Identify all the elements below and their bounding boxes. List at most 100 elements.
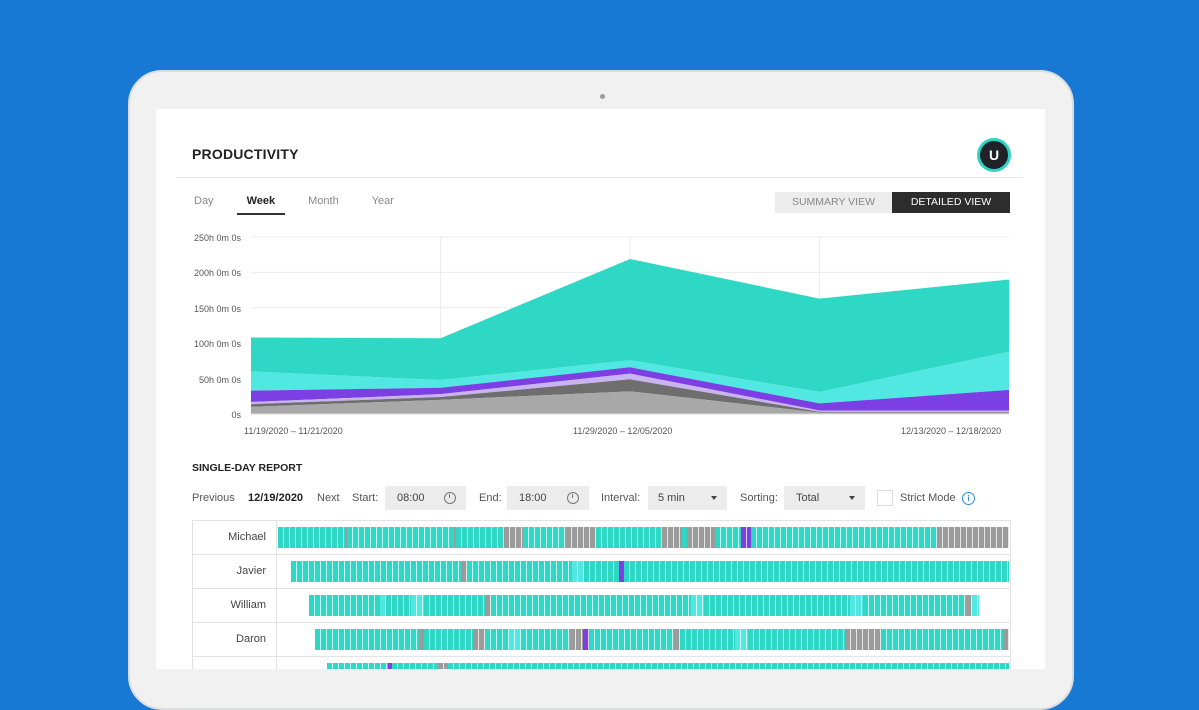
productivity-area-chart (251, 236, 1009, 415)
x-tick-label: 11/19/2020 – 11/21/2020 (244, 426, 343, 436)
activity-segment[interactable] (278, 527, 345, 548)
y-tick-label: 50h 0m 0s (198, 375, 241, 385)
employee-name: Michael (193, 521, 277, 554)
activity-segment[interactable] (461, 561, 467, 582)
activity-segment[interactable] (419, 629, 424, 650)
y-tick-label: 100h 0m 0s (193, 339, 241, 349)
table-row[interactable] (193, 657, 1010, 669)
table-row[interactable]: Michael (193, 521, 1010, 555)
detailed-view-button[interactable]: DETAILED VIEW (892, 192, 1010, 213)
summary-view-button[interactable]: SUMMARY VIEW (775, 192, 892, 213)
activity-segment[interactable] (850, 595, 863, 616)
activity-segment[interactable] (291, 561, 461, 582)
start-label: Start: (352, 492, 379, 504)
period-tabs: Day Week Month Year (194, 195, 427, 215)
activity-segment[interactable] (572, 561, 584, 582)
sorting-value: Total (796, 492, 820, 504)
activity-segment[interactable] (566, 527, 596, 548)
activity-segment[interactable] (411, 595, 424, 616)
start-time-value: 08:00 (397, 492, 425, 504)
next-button[interactable]: Next (317, 492, 340, 504)
activity-segment[interactable] (504, 527, 523, 548)
strict-mode-checkbox[interactable] (877, 486, 893, 510)
tab-day[interactable]: Day (194, 195, 214, 207)
activity-segment[interactable] (347, 527, 454, 548)
y-tick-label: 150h 0m 0s (193, 304, 241, 314)
interval-label: Interval: (601, 492, 641, 504)
activity-segment[interactable] (380, 595, 386, 616)
table-row[interactable]: William (193, 589, 1010, 623)
activity-segment[interactable] (937, 527, 1009, 548)
activity-segment[interactable] (491, 595, 691, 616)
interval-select[interactable]: 5 min (648, 486, 727, 510)
employee-name: Daron (193, 623, 277, 656)
chevron-down-icon (849, 496, 855, 500)
table-row[interactable]: Daron (193, 623, 1010, 657)
activity-segment[interactable] (309, 595, 380, 616)
activity-segment[interactable] (485, 595, 491, 616)
activity-segment[interactable] (748, 629, 845, 650)
activity-segment[interactable] (619, 561, 624, 582)
start-time-field[interactable]: 08:00 (385, 486, 466, 510)
activity-segment[interactable] (467, 561, 572, 582)
activity-segment[interactable] (583, 629, 589, 650)
user-avatar[interactable]: U (977, 138, 1011, 172)
tab-year[interactable]: Year (371, 195, 394, 207)
activity-segment[interactable] (523, 527, 566, 548)
report-date: 12/19/2020 (248, 492, 304, 504)
activity-segment[interactable] (704, 595, 850, 616)
activity-segment[interactable] (589, 629, 674, 650)
activity-segment[interactable] (972, 595, 979, 616)
activity-segment[interactable] (682, 527, 687, 548)
activity-segment[interactable] (966, 595, 972, 616)
activity-segment[interactable] (674, 629, 680, 650)
info-icon[interactable]: i (962, 486, 975, 510)
activity-segment[interactable] (521, 629, 570, 650)
activity-segment[interactable] (454, 527, 456, 548)
tab-month[interactable]: Month (308, 195, 339, 207)
activity-segment[interactable] (751, 527, 937, 548)
activity-segment[interactable] (345, 527, 347, 548)
activity-segment[interactable] (473, 629, 485, 650)
activity-segment[interactable] (691, 595, 704, 616)
employee-name: William (193, 589, 277, 622)
area-series (251, 379, 1009, 413)
end-time-field[interactable]: 18:00 (507, 486, 589, 510)
sorting-select[interactable]: Total (784, 486, 865, 510)
end-time-value: 18:00 (519, 492, 547, 504)
area-series (251, 351, 1009, 404)
activity-segment[interactable] (386, 595, 411, 616)
activity-segment[interactable] (485, 629, 509, 650)
y-tick-label: 0s (231, 410, 241, 420)
employee-name: Javier (193, 555, 277, 588)
activity-segment[interactable] (662, 527, 682, 548)
activity-segment[interactable] (509, 629, 521, 650)
activity-segment[interactable] (845, 629, 881, 650)
x-tick-label: 11/29/2020 – 12/05/2020 (573, 426, 673, 436)
chevron-down-icon (711, 496, 717, 500)
tab-week[interactable]: Week (236, 195, 286, 215)
activity-segment[interactable] (881, 629, 1003, 650)
activity-segment[interactable] (741, 527, 751, 548)
activity-segment[interactable] (624, 561, 1009, 582)
activity-segment[interactable] (424, 595, 485, 616)
app-screen: PRODUCTIVITY U Day Week Month Year SUMMA… (156, 109, 1045, 669)
end-label: End: (479, 492, 502, 504)
activity-segment[interactable] (456, 527, 504, 548)
previous-button[interactable]: Previous (192, 492, 235, 504)
activity-table: Michael Javier William Daron (192, 520, 1011, 669)
activity-segment[interactable] (570, 629, 583, 650)
activity-segment[interactable] (596, 527, 662, 548)
activity-segment[interactable] (687, 527, 715, 548)
table-row[interactable]: Javier (193, 555, 1010, 589)
activity-segment[interactable] (1003, 629, 1009, 650)
activity-segment[interactable] (715, 527, 741, 548)
page-title: PRODUCTIVITY (192, 146, 299, 162)
activity-segment[interactable] (680, 629, 735, 650)
activity-segment[interactable] (315, 629, 419, 650)
activity-segment[interactable] (735, 629, 748, 650)
activity-segment[interactable] (424, 629, 473, 650)
activity-segment[interactable] (584, 561, 619, 582)
activity-segment[interactable] (863, 595, 966, 616)
activity-timeline (278, 527, 1010, 548)
